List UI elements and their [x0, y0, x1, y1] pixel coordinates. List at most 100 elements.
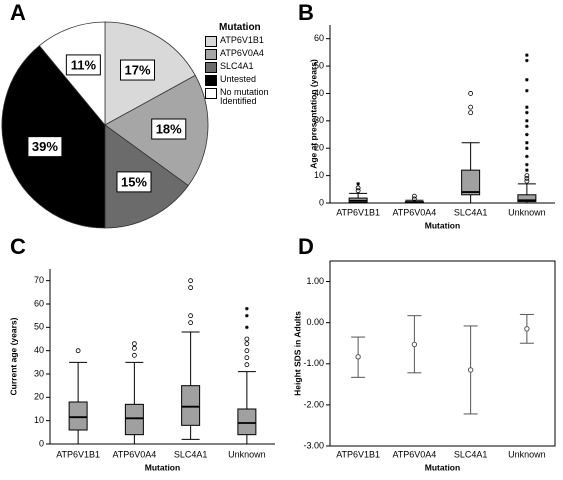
extreme — [245, 325, 249, 330]
x-tick-label: ATP6V0A4 — [392, 207, 436, 217]
extreme — [525, 110, 529, 115]
y-tick-label: 20 — [314, 143, 324, 153]
y-tick-label: 20 — [34, 392, 44, 402]
box — [237, 408, 257, 436]
extreme — [525, 154, 529, 159]
label-box — [116, 171, 152, 193]
slice-label: 18% — [156, 121, 182, 136]
y-tick-label: 0 — [319, 197, 324, 207]
x-tick-label: SLC4A1 — [454, 449, 488, 459]
mean-marker — [467, 367, 474, 373]
extreme — [525, 53, 529, 57]
y-tick-label: -2.00 — [303, 399, 324, 409]
x-tick-label: ATP6V1B1 — [56, 449, 100, 459]
legend-item: ATP6V0A4 — [205, 49, 305, 60]
mean-marker — [524, 326, 530, 332]
y-tick-label: 50 — [34, 322, 44, 332]
mean-marker — [355, 354, 361, 360]
outlier — [468, 104, 474, 110]
slice-label: 17% — [124, 62, 150, 77]
extreme — [525, 132, 529, 137]
extreme — [525, 88, 529, 93]
slice-label: 39% — [32, 139, 58, 154]
outlier — [188, 285, 194, 291]
x-tick-label: ATP6V1B1 — [336, 207, 380, 217]
y-tick-label: 0 — [39, 438, 44, 448]
panel-label: D — [298, 234, 314, 259]
y-tick-label: 60 — [34, 298, 44, 308]
y-tick-label: 60 — [314, 33, 324, 43]
extreme — [245, 306, 249, 311]
y-tick-label: 1.00 — [306, 276, 324, 286]
y-tick-label: -3.00 — [303, 440, 324, 450]
legend-swatch — [205, 49, 217, 60]
slice-label: 15% — [121, 174, 147, 189]
legend-item: ATP6V1B1 — [205, 36, 305, 47]
legend-swatch — [205, 36, 217, 47]
label-box — [151, 118, 187, 140]
outlier — [524, 173, 530, 179]
extreme — [525, 58, 529, 63]
extreme — [525, 168, 529, 172]
extreme — [525, 77, 529, 82]
box — [461, 169, 481, 196]
legend-label: No mutation Identified — [220, 87, 269, 106]
x-tick-label: Unknown — [228, 449, 266, 459]
x-tick-label: ATP6V0A4 — [112, 449, 156, 459]
legend-item: SLC4A1 — [205, 62, 305, 73]
outlier — [411, 193, 417, 199]
outlier — [188, 320, 194, 326]
outlier — [244, 348, 250, 354]
y-tick-label: 30 — [34, 368, 44, 378]
extreme — [356, 182, 360, 186]
x-axis-title: Mutation — [425, 220, 460, 230]
panel-label: A — [10, 0, 26, 25]
x-axis-title: Mutation — [145, 462, 180, 472]
panel-label: B — [298, 0, 314, 25]
outlier — [131, 345, 137, 351]
legend-item: No mutation Identified — [205, 88, 305, 106]
panel-label: C — [10, 234, 26, 259]
x-tick-label: ATP6V0A4 — [392, 449, 436, 459]
slice-label: 11% — [71, 57, 97, 72]
legend-title: Mutation — [219, 22, 261, 33]
y-axis-title: Current age (years) — [8, 317, 18, 395]
legend-label: SLC4A1 — [220, 61, 254, 71]
label-box — [120, 59, 156, 81]
y-axis-title: Age at presentation (years) — [308, 59, 318, 169]
y-tick-label: -1.00 — [303, 358, 324, 368]
outlier — [244, 341, 250, 347]
outlier — [244, 362, 250, 368]
y-tick-label: 0.00 — [306, 317, 324, 327]
x-tick-label: Unknown — [508, 449, 546, 459]
extreme — [525, 105, 529, 109]
mean-marker — [411, 341, 418, 348]
outlier — [131, 352, 137, 358]
outlier — [355, 188, 361, 194]
legend-label: Untested — [220, 74, 257, 84]
plot-frame — [329, 260, 556, 447]
extreme — [525, 140, 529, 145]
legend-label: ATP6V0A4 — [220, 48, 264, 58]
outlier — [188, 313, 194, 319]
box — [517, 194, 537, 203]
outlier — [524, 175, 530, 181]
outlier — [355, 185, 361, 191]
x-tick-label: ATP6V1B1 — [336, 449, 380, 459]
box — [181, 385, 201, 426]
outlier — [468, 110, 474, 116]
x-axis-title: Mutation — [425, 462, 460, 472]
label-box — [65, 54, 101, 76]
outlier — [468, 91, 474, 96]
x-tick-label: Unknown — [508, 207, 546, 217]
extreme — [525, 124, 529, 129]
extreme — [525, 162, 529, 167]
outlier — [188, 278, 194, 284]
legend-label: ATP6V1B1 — [220, 35, 264, 45]
y-tick-label: 40 — [314, 88, 324, 98]
legend-swatch — [205, 88, 217, 99]
y-tick-label: 40 — [34, 345, 44, 355]
legend-swatch — [205, 62, 217, 73]
